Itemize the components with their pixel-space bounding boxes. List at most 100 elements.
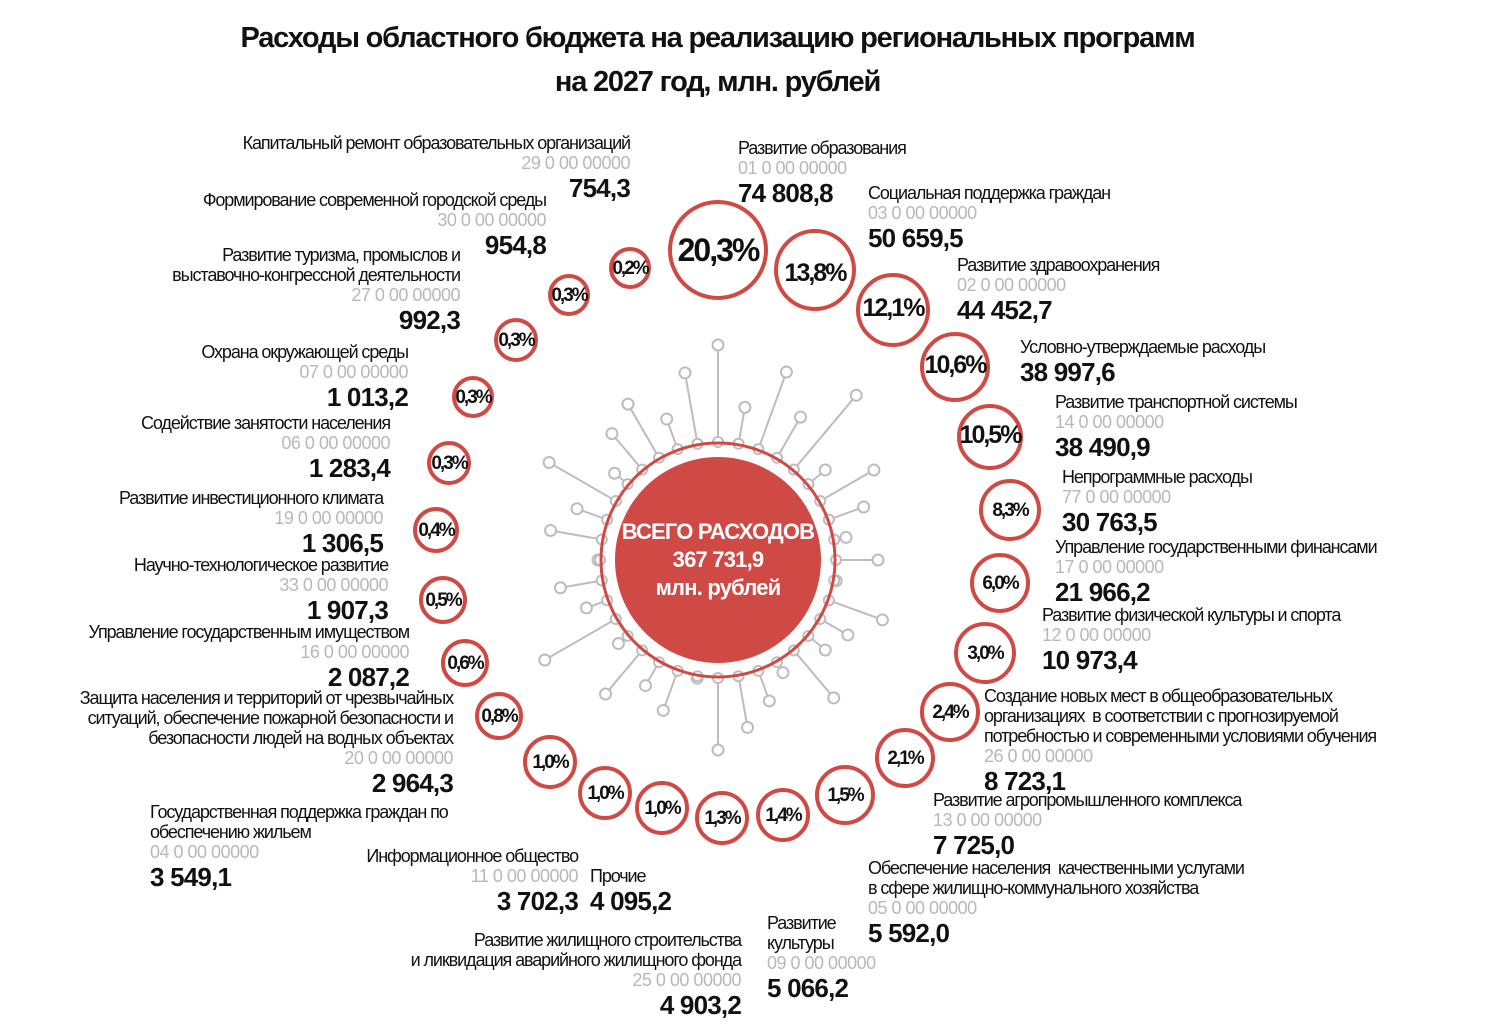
spoke-end-dot (839, 530, 853, 544)
percent-bubble (875, 728, 935, 788)
program-name: Охрана окружающей среды (201, 342, 409, 362)
spoke-end-dot (849, 388, 863, 402)
center-circle (615, 457, 821, 663)
percent-label: 1,0% (644, 798, 681, 819)
spoke-end-dot (794, 410, 807, 424)
spoke-end-dot (857, 500, 871, 514)
percent-bubble (578, 766, 632, 820)
program-name: Капитальный ремонт образовательных орган… (242, 133, 632, 153)
program-name: Научно-технологическое развитие (133, 555, 389, 575)
percent-label: 8,3% (992, 500, 1029, 521)
percent-bubble (441, 639, 489, 687)
percent-bubble (774, 229, 856, 311)
program-value: 1 907,3 (306, 595, 389, 625)
program-label: Социальная поддержка граждан 03 0 00 0000… (868, 183, 1111, 253)
percent-label: 0,3% (431, 453, 468, 474)
spoke-line (757, 371, 788, 450)
program-value: 1 306,5 (301, 528, 384, 558)
center-ring (599, 441, 837, 679)
percent-label: 0,2% (612, 258, 649, 279)
percent-label: 6,0% (982, 573, 1019, 594)
program-label: Научно-технологическое развитие 33 0 00 0… (133, 555, 389, 625)
program-label: Развитие физической культуры и спорта 12 … (1042, 605, 1341, 675)
spoke-end-dot (611, 637, 625, 651)
total-value: 367 731,9 (672, 547, 764, 572)
program-name: Государственная поддержка граждан по обе… (150, 802, 449, 842)
program-name: Управление государственными финансами (1055, 537, 1378, 557)
program-name: Обеспечение населения качественными услу… (868, 858, 1245, 898)
program-value: 992,3 (398, 305, 461, 335)
program-name: Развитие культуры (767, 913, 837, 953)
program-code: 33 0 00 00000 (279, 575, 388, 595)
program-name: Развитие инвестиционного климата (119, 488, 384, 508)
program-label: Прочие 4 095,2 (590, 866, 672, 916)
spoke-end-dot (779, 365, 793, 379)
program-name: Условно-утверждаемые расходы (1020, 337, 1266, 357)
spoke-line (550, 529, 602, 541)
program-value: 1 283,4 (308, 453, 391, 483)
program-label: Создание новых мест в общеобразовательны… (984, 686, 1377, 796)
percent-bubble (413, 507, 459, 553)
percent-bubble (920, 332, 990, 402)
percent-label: 0,6% (447, 653, 484, 674)
spoke-end-dot (738, 400, 752, 414)
percent-bubble (635, 781, 689, 835)
spoke-line (662, 670, 679, 711)
spoke-end-dot (660, 412, 674, 426)
program-name: Развитие транспортной системы (1055, 392, 1298, 412)
program-value: 74 808,8 (738, 178, 834, 208)
program-code: 77 0 00 00000 (1062, 487, 1171, 507)
program-code: 26 0 00 00000 (984, 746, 1093, 766)
program-code: 17 0 00 00000 (1055, 557, 1164, 577)
spoke-end-dot (570, 502, 584, 516)
percent-bubble (856, 273, 930, 347)
program-code: 16 0 00 00000 (300, 642, 409, 662)
percent-bubble (427, 441, 471, 485)
program-label: Развитие жилищного строительства и ликви… (410, 930, 742, 1020)
percent-bubble (475, 692, 523, 740)
spoke-end-dot (538, 653, 552, 667)
program-value: 21 966,2 (1055, 577, 1151, 607)
title-line-2: на 2027 год, млн. рублей (554, 66, 881, 98)
percent-bubble (979, 479, 1041, 541)
program-code: 05 0 00 00000 (868, 898, 977, 918)
program-value: 954,8 (484, 230, 547, 260)
percent-label: 1,3% (704, 808, 741, 829)
percent-bubble (954, 622, 1016, 684)
program-name: Развитие жилищного строительства и ликви… (410, 930, 742, 970)
spoke-end-dot (621, 397, 635, 411)
spoke-end-dot (711, 743, 725, 757)
percent-bubble (494, 318, 538, 362)
percent-bubble (756, 788, 810, 842)
program-label: Развитие туризма, промыслов и выставочно… (172, 245, 461, 335)
spoke-end-dot (827, 691, 841, 705)
program-name: Прочие (590, 866, 647, 886)
program-code: 30 0 00 00000 (437, 210, 546, 230)
spoke-end-dot (553, 581, 567, 595)
program-value: 3 549,1 (150, 862, 232, 892)
program-name: Развитие здравоохранения (957, 255, 1160, 275)
program-value: 8 723,1 (984, 766, 1066, 796)
program-value: 5 592,0 (868, 918, 950, 948)
spoke-end-dot (678, 366, 692, 380)
spoke-line (793, 649, 835, 699)
percent-label: 1,4% (765, 805, 802, 826)
program-label: Непрограммные расходы 77 0 00 00000 30 763… (1062, 467, 1253, 537)
program-value: 38 490,9 (1055, 432, 1151, 462)
program-name: Содействие занятости населения (141, 413, 391, 433)
percent-label: 1,5% (827, 785, 864, 806)
program-label: Развитие здравоохранения 02 0 00 00000 44 … (957, 255, 1160, 325)
percent-label: 2,1% (887, 748, 924, 769)
program-label: Капитальный ремонт образовательных орган… (242, 133, 632, 203)
program-value: 30 763,5 (1062, 507, 1158, 537)
title-line-1: Расходы областного бюджета на реализацию… (240, 22, 1195, 54)
program-label: Развитие инвестиционного климата 19 0 00 … (119, 488, 384, 558)
program-code: 03 0 00 00000 (868, 203, 977, 223)
program-label: Защита населения и территорий от чрезвыч… (80, 688, 454, 798)
program-name: Непрограммные расходы (1062, 467, 1253, 487)
total-unit: млн. рублей (655, 575, 782, 600)
spoke-line (560, 579, 602, 589)
program-code: 04 0 00 00000 (150, 842, 259, 862)
percent-label: 20,3% (678, 232, 760, 268)
